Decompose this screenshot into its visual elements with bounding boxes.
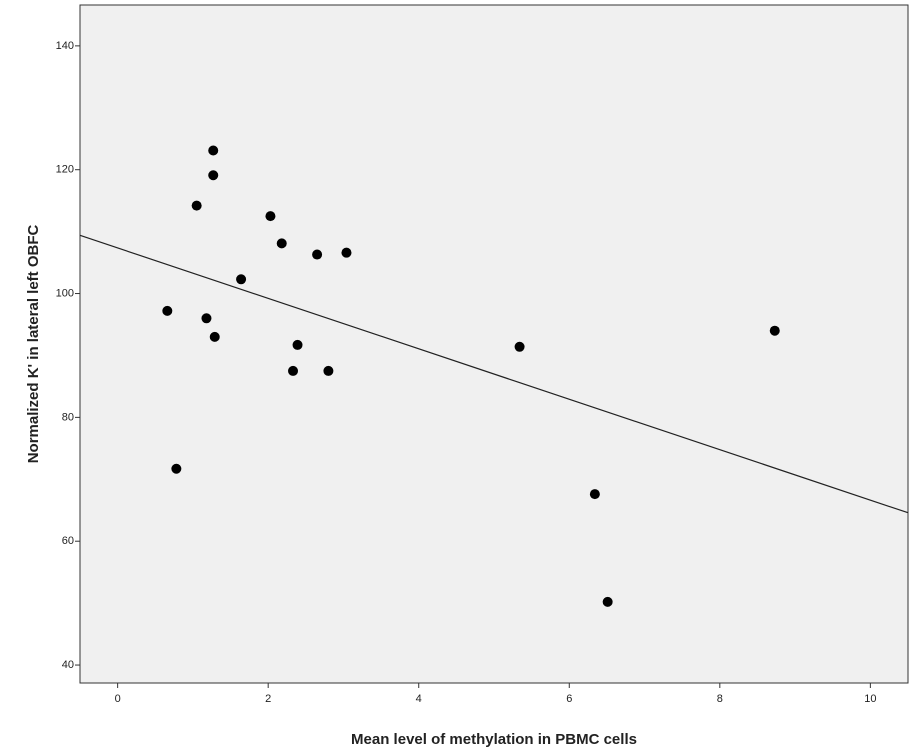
data-point [171,463,182,474]
x-tick-label: 2 [265,693,271,705]
y-axis-title: Normalized K' in lateral left OBFC [25,225,42,464]
data-point [208,170,219,181]
data-point [312,249,323,260]
data-point [236,274,247,285]
data-point [209,331,220,342]
data-point [589,489,600,500]
x-tick-label: 10 [864,693,876,705]
data-point [769,325,780,336]
data-point [191,200,202,211]
x-axis-title: Mean level of methylation in PBMC cells [351,731,637,748]
x-tick-label: 0 [115,693,121,705]
data-point [292,339,303,350]
y-tick-label: 120 [56,164,74,176]
data-point [265,211,276,222]
data-point [341,247,352,258]
x-tick-label: 6 [566,693,572,705]
y-tick-label: 100 [56,287,74,299]
data-point [208,145,219,156]
x-tick-label: 8 [717,693,723,705]
data-point [514,341,525,352]
y-tick-label: 60 [62,535,74,547]
y-tick-label: 80 [62,411,74,423]
data-point [201,313,212,324]
data-point [323,365,334,376]
fit-line [79,234,909,514]
data-point [162,305,173,316]
plot-area [79,4,909,684]
data-point [288,365,299,376]
data-point [276,238,287,249]
y-tick-label: 140 [56,40,74,52]
x-tick-label: 4 [416,693,422,705]
y-tick-label: 40 [62,659,74,671]
data-point [602,596,613,607]
